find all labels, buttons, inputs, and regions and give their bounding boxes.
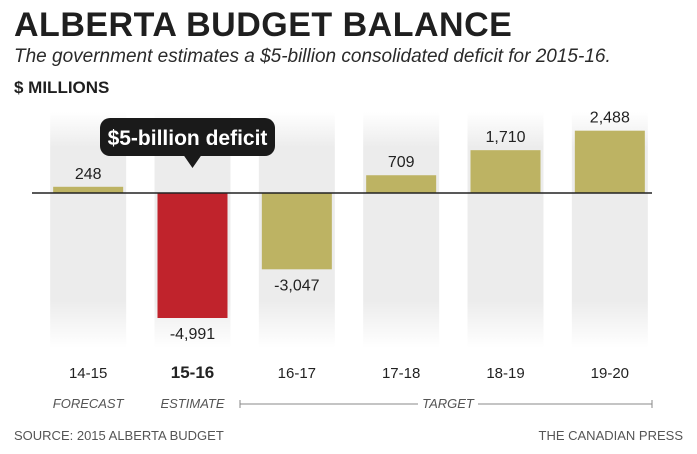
bar [366,175,437,193]
source-note: SOURCE: 2015 ALBERTA BUDGET [14,428,224,443]
callout-pointer [183,155,202,168]
value-label: -4,991 [170,326,215,343]
chart-subtitle: The government estimates a $5-billion co… [14,46,611,67]
period-label-target: TARGET [422,396,475,411]
value-label: 2,488 [590,110,630,127]
chart-title: ALBERTA BUDGET BALANCE [14,6,513,44]
value-label: 1,710 [485,129,525,146]
column-background [467,112,544,348]
bar [261,193,332,270]
unit-label: $ MILLIONS [14,78,110,97]
credit-note: THE CANADIAN PRESS [538,428,683,443]
column-background [363,112,440,348]
period-label-estimate: ESTIMATE [160,396,224,411]
bar [574,130,645,193]
category-label: 18-19 [486,365,524,382]
bar [53,186,124,193]
category-label: 19-20 [591,365,629,382]
category-label: 17-18 [382,365,420,382]
category-label: 16-17 [278,365,316,382]
callout-text: $5-billion deficit [108,127,268,150]
callout-bubble [100,118,275,156]
value-label: 709 [388,154,415,171]
bar [470,150,541,193]
category-label: 15-16 [171,363,214,382]
bar [157,193,228,318]
value-label: -3,047 [274,277,319,294]
period-label-forecast: FORECAST [53,396,125,411]
value-label: 248 [75,166,102,183]
category-label: 14-15 [69,365,107,382]
